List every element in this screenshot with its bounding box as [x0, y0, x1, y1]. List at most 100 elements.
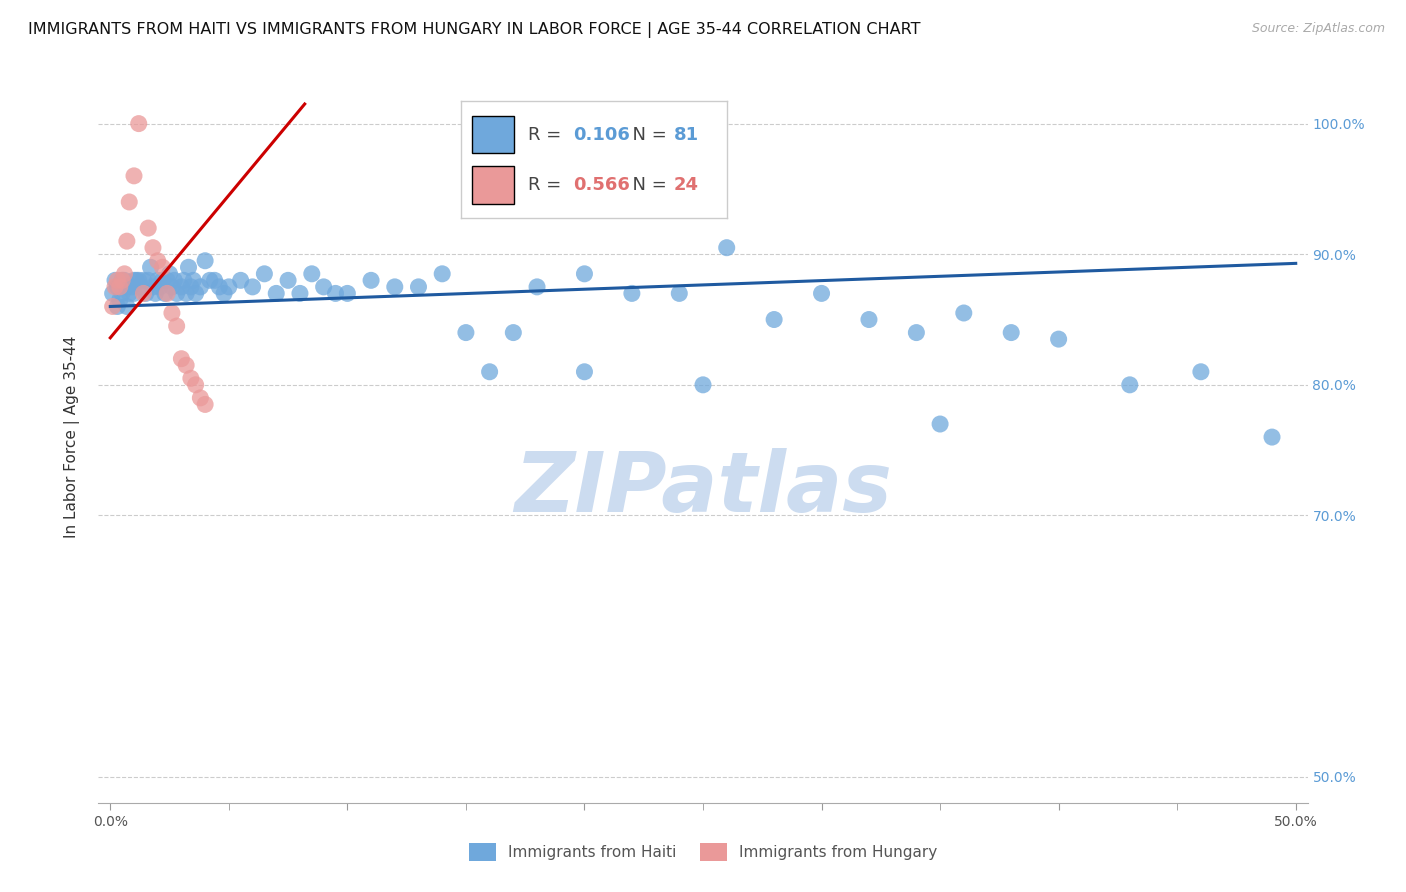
Point	[574, 365, 596, 379]
Point	[152, 273, 174, 287]
Text: ZIPatlas: ZIPatlas	[515, 448, 891, 529]
Point	[104, 273, 127, 287]
Point	[204, 273, 226, 287]
Point	[858, 312, 880, 326]
Point	[190, 391, 212, 405]
Point	[620, 286, 643, 301]
Point	[325, 286, 347, 301]
Point	[166, 286, 188, 301]
Point	[128, 117, 150, 131]
Point	[146, 273, 169, 287]
Point	[277, 273, 299, 287]
Point	[115, 280, 138, 294]
Point	[194, 253, 217, 268]
Point	[1000, 326, 1022, 340]
Point	[1047, 332, 1070, 346]
Point	[301, 267, 323, 281]
Point	[152, 260, 174, 275]
Point	[242, 280, 264, 294]
Point	[716, 241, 738, 255]
Point	[454, 326, 477, 340]
Point	[208, 280, 231, 294]
Point	[143, 286, 166, 301]
Point	[190, 280, 212, 294]
Point	[264, 286, 287, 301]
Point	[135, 286, 157, 301]
Point	[1189, 365, 1212, 379]
Point	[128, 273, 150, 287]
Point	[929, 417, 952, 431]
Point	[432, 267, 454, 281]
Legend: Immigrants from Haiti, Immigrants from Hungary: Immigrants from Haiti, Immigrants from H…	[461, 836, 945, 868]
Point	[118, 286, 141, 301]
Point	[336, 286, 359, 301]
Point	[212, 286, 235, 301]
Point	[122, 273, 145, 287]
Point	[114, 273, 136, 287]
Point	[163, 273, 186, 287]
Point	[136, 273, 159, 287]
Point	[121, 280, 143, 294]
Point	[156, 273, 179, 287]
Point	[122, 169, 145, 183]
Point	[146, 253, 169, 268]
Point	[111, 273, 134, 287]
Point	[132, 286, 155, 301]
Point	[105, 300, 128, 314]
Point	[160, 280, 183, 294]
Point	[114, 267, 136, 281]
Point	[111, 273, 134, 287]
Point	[136, 221, 159, 235]
Point	[153, 286, 176, 301]
Text: Source: ZipAtlas.com: Source: ZipAtlas.com	[1251, 22, 1385, 36]
Point	[1119, 377, 1142, 392]
Point	[668, 286, 690, 301]
Point	[229, 273, 252, 287]
Point	[184, 377, 207, 392]
Point	[177, 260, 200, 275]
Point	[111, 286, 134, 301]
Point	[1261, 430, 1284, 444]
Point	[129, 280, 152, 294]
Point	[159, 267, 181, 281]
Point	[502, 326, 524, 340]
Point	[478, 365, 501, 379]
Point	[218, 280, 240, 294]
Point	[184, 286, 207, 301]
Point	[174, 286, 197, 301]
Point	[132, 273, 155, 287]
Point	[194, 397, 217, 411]
Point	[156, 286, 179, 301]
Point	[101, 286, 124, 301]
Point	[105, 280, 128, 294]
Point	[810, 286, 832, 301]
Point	[142, 241, 165, 255]
Point	[115, 234, 138, 248]
Point	[118, 194, 141, 209]
Point	[139, 260, 162, 275]
Point	[174, 358, 197, 372]
Point	[180, 371, 202, 385]
Point	[104, 280, 127, 294]
Text: IMMIGRANTS FROM HAITI VS IMMIGRANTS FROM HUNGARY IN LABOR FORCE | AGE 35-44 CORR: IMMIGRANTS FROM HAITI VS IMMIGRANTS FROM…	[28, 22, 921, 38]
Point	[384, 280, 406, 294]
Point	[173, 273, 195, 287]
Point	[142, 280, 165, 294]
Point	[108, 293, 131, 307]
Point	[763, 312, 786, 326]
Point	[105, 273, 128, 287]
Point	[170, 280, 193, 294]
Point	[312, 280, 335, 294]
Point	[160, 306, 183, 320]
Point	[253, 267, 276, 281]
Point	[692, 377, 714, 392]
Point	[288, 286, 311, 301]
Point	[108, 280, 131, 294]
Point	[952, 306, 974, 320]
Point	[181, 273, 204, 287]
Point	[526, 280, 548, 294]
Point	[166, 319, 188, 334]
Point	[574, 267, 596, 281]
Point	[905, 326, 928, 340]
Point	[122, 286, 145, 301]
